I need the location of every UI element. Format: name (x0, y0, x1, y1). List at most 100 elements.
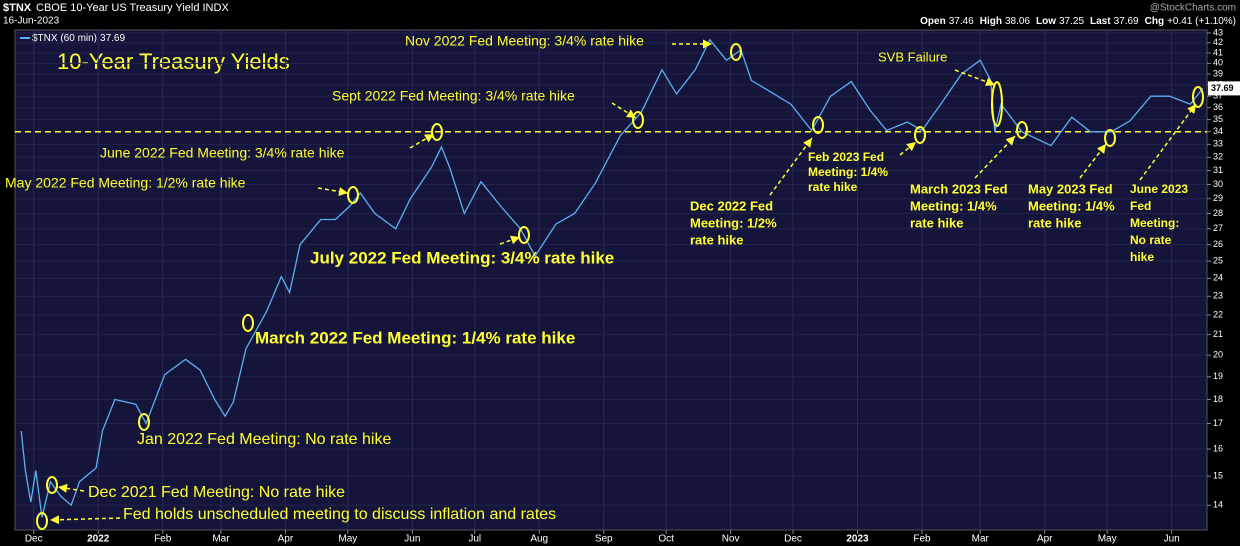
y-tick-label: 17 (1213, 418, 1223, 428)
x-tick-label: May (338, 534, 357, 545)
y-tick-label: 22 (1213, 309, 1223, 319)
y-tick-label: 37 (1213, 91, 1223, 101)
y-tick-label: 18 (1213, 394, 1223, 404)
instrument-name: CBOE 10-Year US Treasury Yield INDX (36, 2, 229, 14)
y-tick-label: 43 (1213, 27, 1223, 37)
y-tick-label: 35 (1213, 114, 1223, 124)
annotation-text: SVB Failure (878, 49, 947, 64)
quote-label: Open (920, 16, 946, 27)
legend-label: $TNX (60 min) 37.69 (32, 33, 125, 44)
y-tick-label: 32 (1213, 152, 1223, 162)
x-tick-label: Dec (784, 534, 802, 545)
quote-value: 37.25 (1059, 16, 1084, 27)
credit: @StockCharts.com (1150, 3, 1236, 14)
x-tick-label: Nov (722, 534, 740, 545)
y-tick-label: 42 (1213, 37, 1223, 47)
y-tick-label: 28 (1213, 208, 1223, 218)
y-tick-label: 19 (1213, 371, 1223, 381)
legend-name: $TNX (60 min) (32, 33, 97, 44)
y-tick-label: 16 (1213, 443, 1223, 453)
y-tick-label: 39 (1213, 68, 1223, 78)
x-tick-label: 2022 (87, 534, 110, 545)
annotation-circle (914, 126, 926, 144)
annotation-text: Feb 2023 Fed (808, 150, 884, 164)
annotation-text: rate hike (1028, 215, 1081, 230)
annotation-arrow (899, 141, 917, 156)
annotation-text: Nov 2022 Fed Meeting: 3/4% rate hike (405, 33, 644, 49)
annotation-arrow (317, 187, 349, 196)
annotation-arrow (1079, 143, 1107, 179)
annotation-text: Jan 2022 Fed Meeting: No rate hike (137, 431, 391, 448)
annotation-arrow (1139, 103, 1197, 181)
last-value-box (1208, 81, 1240, 96)
x-tick-label: Apr (278, 534, 294, 545)
quote-label: Last (1090, 16, 1111, 27)
annotation-arrow (499, 235, 521, 245)
symbol: $TNX (3, 2, 32, 14)
y-tick-label: 29 (1213, 193, 1223, 203)
y-tick-label: 14 (1213, 500, 1223, 510)
x-tick-label: Dec (25, 534, 43, 545)
annotation-text: rate hike (808, 180, 858, 194)
y-tick-label: 26 (1213, 239, 1223, 249)
annotation-text: March 2023 Fed (910, 181, 1008, 196)
y-tick-label: 24 (1213, 273, 1223, 283)
x-tick-label: Sep (595, 534, 613, 545)
annotation-circle (991, 81, 1003, 127)
x-tick-label: Feb (913, 534, 931, 545)
annotation-circle (1016, 121, 1028, 139)
annotation-arrow (409, 133, 435, 149)
annotation-circle (36, 512, 48, 530)
annotation-circle (46, 476, 58, 494)
annotation-text: Fed (1130, 199, 1151, 213)
annotation-text: Sept 2022 Fed Meeting: 3/4% rate hike (332, 88, 575, 104)
annotation-text: rate hike (690, 232, 743, 247)
annotation-text: July 2022 Fed Meeting: 3/4% rate hike (310, 248, 614, 267)
x-tick-label: Aug (530, 534, 548, 545)
annotation-text: June 2023 (1130, 182, 1188, 196)
annotation-arrow (769, 137, 813, 196)
quote-value: 37.69 (1114, 16, 1139, 27)
y-tick-label: 34 (1213, 126, 1223, 136)
annotation-circle (518, 226, 530, 244)
x-tick-label: Feb (154, 534, 172, 545)
date: 16-Jun-2023 (3, 16, 60, 27)
y-tick-label: 23 (1213, 291, 1223, 301)
annotation-text: June 2022 Fed Meeting: 3/4% rate hike (100, 145, 345, 161)
y-tick-label: 33 (1213, 139, 1223, 149)
annotation-circle (138, 413, 150, 431)
quote: Open 37.46 High 38.06 Low 37.25 Last 37.69 Chg +0… (920, 16, 1236, 27)
annotation-arrow (49, 515, 121, 525)
annotation-text: Meeting: 1/4% (910, 198, 997, 213)
y-tick-label: 40 (1213, 58, 1223, 68)
annotation-text: rate hike (910, 215, 963, 230)
annotation-text: March 2022 Fed Meeting: 1/4% rate hike (255, 328, 575, 347)
annotation-text: Meeting: (1130, 216, 1179, 230)
x-tick-label: Jul (468, 534, 481, 545)
annotation-circle (812, 116, 824, 134)
y-tick-label: 36 (1213, 102, 1223, 112)
annotation-circle (431, 123, 443, 141)
annotation-text: Meeting: 1/2% (690, 215, 777, 230)
annotation-circle (1192, 86, 1204, 108)
annotation-arrow (954, 69, 996, 87)
x-tick-label: Apr (1037, 534, 1053, 545)
y-tick-label: 15 (1213, 471, 1223, 481)
last-value-label: 37.69 (1211, 83, 1234, 93)
y-tick-label: 31 (1213, 165, 1223, 175)
annotation-text: May 2022 Fed Meeting: 1/2% rate hike (5, 175, 246, 191)
annotation-circle (242, 314, 254, 332)
annotation-arrow (974, 135, 1016, 179)
annotation-text: No rate (1130, 233, 1172, 247)
x-tick-label: May (1098, 534, 1117, 545)
annotation-arrow (57, 483, 85, 493)
annotation-text: Dec 2022 Fed (690, 198, 773, 213)
y-tick-label: 41 (1213, 47, 1223, 57)
annotation-text: Fed holds unscheduled meeting to discuss… (123, 506, 556, 523)
y-tick-label: 30 (1213, 179, 1223, 189)
x-tick-label: Oct (658, 534, 674, 545)
quote-value: 37.46 (949, 16, 974, 27)
annotation-text: Meeting: 1/4% (1028, 198, 1115, 213)
x-tick-label: Mar (212, 534, 230, 545)
